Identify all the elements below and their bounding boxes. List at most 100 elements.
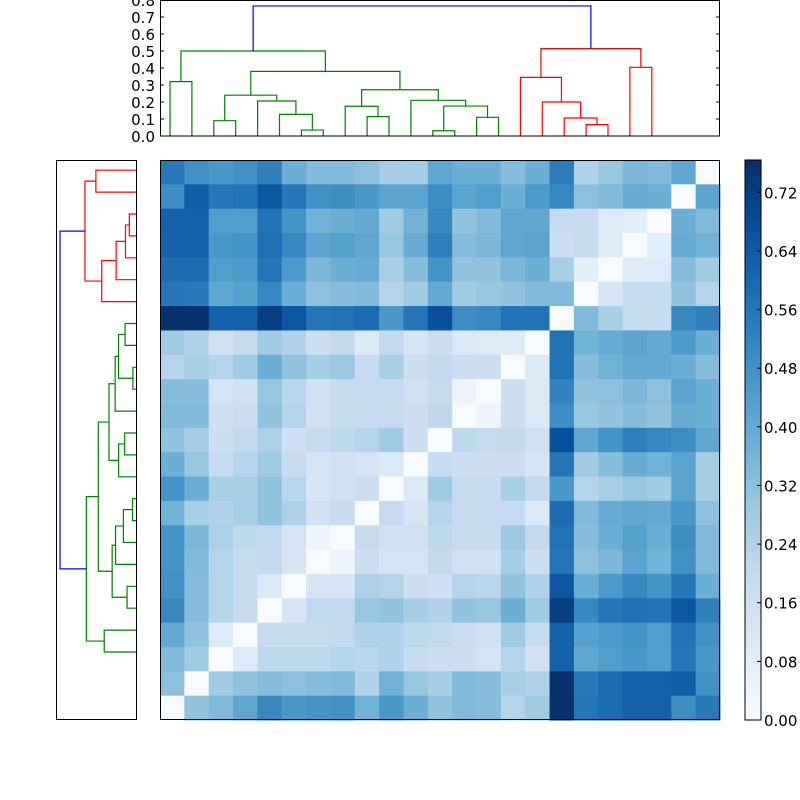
heatmap-cell: [525, 549, 551, 575]
heatmap-cell: [330, 452, 356, 478]
heatmap-cell: [281, 379, 307, 404]
heatmap-cell: [257, 525, 283, 551]
heatmap-cell: [695, 208, 721, 234]
top-dendrogram-link: [278, 113, 313, 136]
heatmap-cell: [184, 184, 210, 210]
heatmap-cell: [573, 330, 599, 356]
heatmap-cell: [476, 330, 502, 356]
heatmap-cell: [671, 549, 697, 575]
height-axis-tick-label: 0.1: [131, 111, 155, 129]
heatmap-cell: [549, 354, 575, 380]
heatmap-cell: [184, 476, 210, 502]
heatmap-cell: [452, 403, 478, 429]
heatmap-cell: [233, 622, 258, 648]
heatmap-cell: [403, 208, 429, 234]
heatmap-cell: [525, 671, 551, 697]
heatmap-cell: [573, 403, 599, 429]
heatmap-cell: [208, 330, 234, 356]
colorbar-ticks: 0.00 0.08 0.16 0.24 0.32 0.40 0.48 0.56 0.64 0.72: [757, 184, 797, 730]
heatmap-cell: [330, 233, 356, 258]
heatmap-cell: [622, 671, 648, 697]
heatmap-cell: [622, 622, 648, 648]
heatmap-cell: [671, 671, 697, 697]
heatmap-cell: [354, 525, 380, 551]
heatmap-cell: [598, 330, 624, 356]
heatmap-cell: [354, 281, 380, 307]
heatmap-cell: [500, 354, 526, 380]
heatmap-cell: [427, 160, 453, 185]
heatmap-cell: [330, 208, 356, 234]
heatmap-cell: [598, 452, 624, 478]
heatmap-cell: [452, 671, 478, 697]
heatmap-cell: [330, 476, 356, 502]
heatmap-cell: [184, 549, 210, 575]
heatmap-cell: [257, 354, 283, 380]
heatmap-cell: [403, 452, 429, 478]
heatmap-cell: [549, 233, 575, 258]
heatmap-cell: [208, 500, 234, 526]
heatmap-cell: [184, 452, 210, 478]
top-dendrogram-link: [169, 80, 193, 136]
heatmap-cell: [427, 184, 453, 210]
heatmap-cell: [160, 646, 185, 672]
top-dendrogram-link: [224, 94, 278, 121]
left-dendrogram-link: [97, 421, 113, 572]
heatmap-cell: [476, 500, 502, 526]
heatmap-cell: [403, 573, 429, 599]
heatmap-cell: [695, 452, 721, 478]
heatmap-cell: [646, 427, 672, 453]
heatmap-cell: [452, 549, 478, 575]
heatmap-cell: [281, 525, 307, 551]
heatmap-cell: [281, 184, 307, 210]
heatmap-cell: [525, 695, 551, 721]
top-dendrogram-link: [361, 89, 439, 107]
heatmap-cell: [233, 573, 258, 599]
heatmap-cell: [573, 379, 599, 404]
heatmap-cell: [525, 330, 551, 356]
heatmap-cell: [379, 598, 404, 624]
heatmap-cell: [306, 573, 331, 599]
colorbar-tick-label: 0.24: [764, 536, 797, 554]
heatmap-cell: [354, 379, 380, 404]
heatmap-cell: [452, 160, 478, 185]
heatmap-cell: [671, 403, 697, 429]
height-axis-tick-label: 0.5: [131, 43, 155, 61]
left-dendrogram-link: [118, 443, 136, 478]
height-axis-tick-label: 0.6: [131, 26, 155, 44]
heatmap-cell: [233, 403, 258, 429]
heatmap-cell: [500, 403, 526, 429]
heatmap-cell: [549, 525, 575, 551]
heatmap-cell: [476, 281, 502, 307]
heatmap-cell: [695, 671, 721, 697]
heatmap-cell: [525, 281, 551, 307]
heatmap-cell: [403, 500, 429, 526]
heatmap-cell: [379, 160, 404, 185]
heatmap-cell: [257, 549, 283, 575]
heatmap-cell: [306, 281, 331, 307]
heatmap-cell: [671, 622, 697, 648]
heatmap-cell: [354, 573, 380, 599]
heatmap-cell: [598, 622, 624, 648]
heatmap-cell: [281, 622, 307, 648]
heatmap-cell: [500, 646, 526, 672]
heatmap-cell: [184, 403, 210, 429]
top-dendrogram-link: [540, 48, 642, 78]
heatmap-cell: [306, 598, 331, 624]
heatmap-cell: [160, 549, 185, 575]
heatmap-cell: [646, 476, 672, 502]
heatmap-cell: [257, 184, 283, 210]
heatmap-cell: [671, 257, 697, 283]
heatmap-cell: [379, 525, 404, 551]
heatmap-cell: [379, 233, 404, 258]
heatmap-cell: [573, 622, 599, 648]
heatmap-cell: [233, 452, 258, 478]
left-dendrogram-link: [101, 259, 136, 303]
heatmap-cell: [452, 695, 478, 721]
heatmap-cell: [476, 427, 502, 453]
heatmap-cell: [598, 476, 624, 502]
heatmap-cell: [281, 646, 307, 672]
heatmap-cell: [500, 622, 526, 648]
top-dendrogram-link: [344, 105, 379, 136]
heatmap-cell: [354, 671, 380, 697]
heatmap-cell: [208, 695, 234, 721]
